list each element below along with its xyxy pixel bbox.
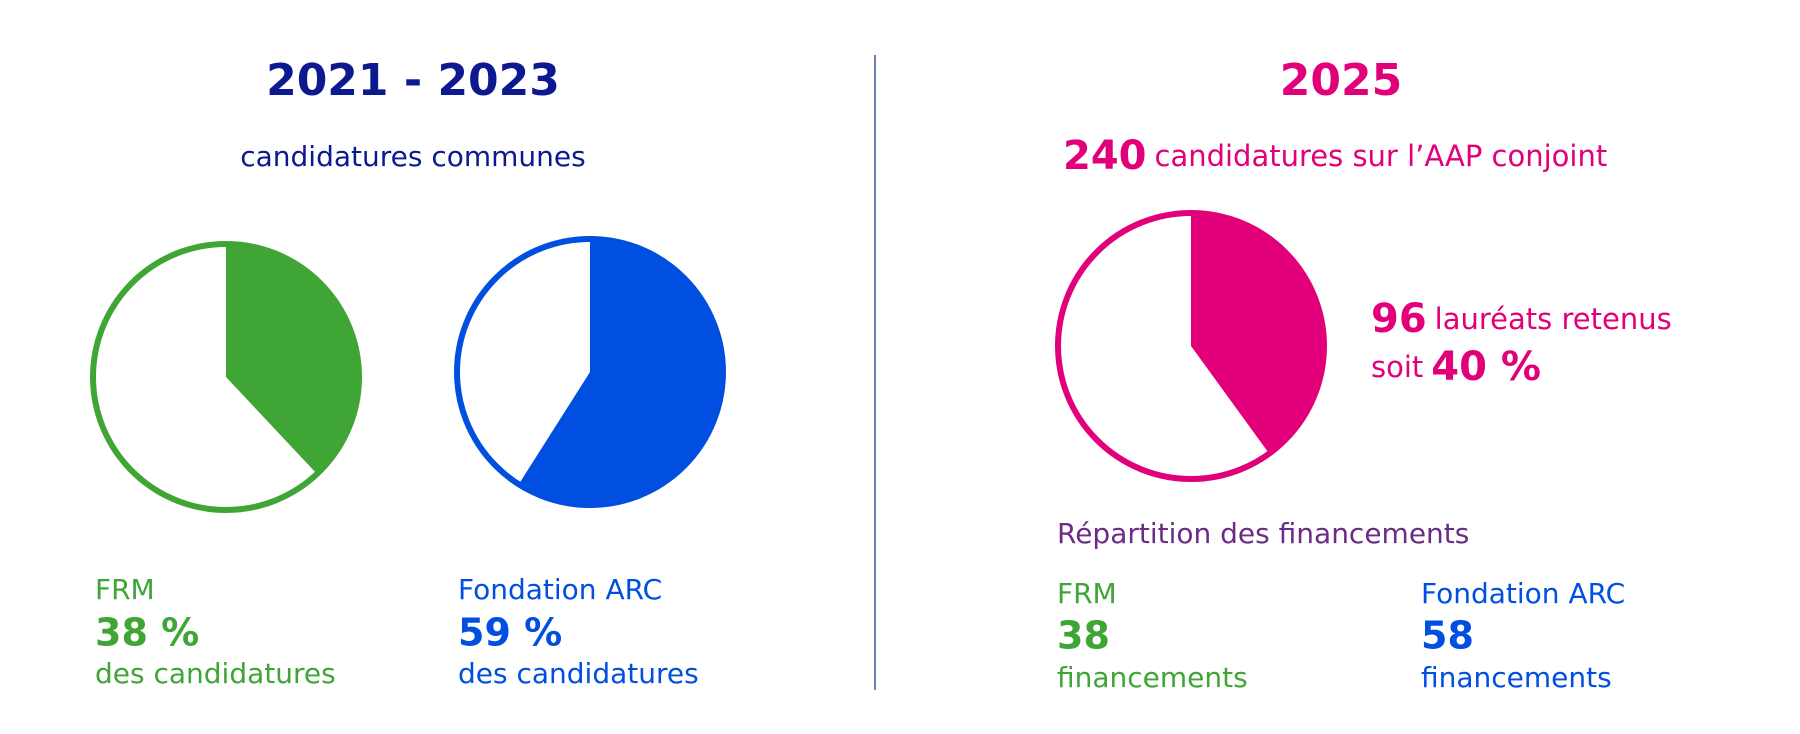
pie-slice — [226, 244, 360, 474]
pie-name: Fondation ARC — [458, 573, 662, 606]
funding-caption: financements — [1057, 661, 1248, 694]
share: soit 40 % — [1371, 344, 1541, 390]
funding-value: 38 — [1057, 614, 1110, 658]
pie-slice — [1191, 213, 1324, 454]
applications-count: 240 — [1063, 133, 1147, 179]
laureates-text: lauréats retenus — [1435, 302, 1672, 336]
laureates: 96 lauréats retenus — [1371, 296, 1672, 342]
share-prefix: soit — [1371, 350, 1423, 384]
pie-name: FRM — [95, 573, 155, 606]
funding-name: FRM — [1057, 577, 1117, 610]
pie-value: 38 % — [95, 611, 199, 655]
funding-value: 58 — [1421, 614, 1474, 658]
laureates-count: 96 — [1371, 296, 1427, 342]
funding-caption: financements — [1421, 661, 1612, 694]
funding-title: Répartition des financements — [1057, 517, 1469, 550]
pie-value: 59 % — [458, 611, 562, 655]
left-subtitle: candidatures communes — [240, 140, 586, 173]
applications-text: candidatures sur l’AAP conjoint — [1155, 139, 1608, 173]
share-value: 40 % — [1431, 344, 1541, 390]
right-title: 2025 — [1280, 55, 1402, 106]
funding-name: Fondation ARC — [1421, 577, 1625, 610]
pie-slice — [518, 239, 724, 505]
pie-caption: des candidatures — [95, 657, 336, 690]
left-title: 2021 - 2023 — [266, 55, 560, 106]
pie-caption: des candidatures — [458, 657, 699, 690]
applications: 240 candidatures sur l’AAP conjoint — [1063, 133, 1607, 179]
